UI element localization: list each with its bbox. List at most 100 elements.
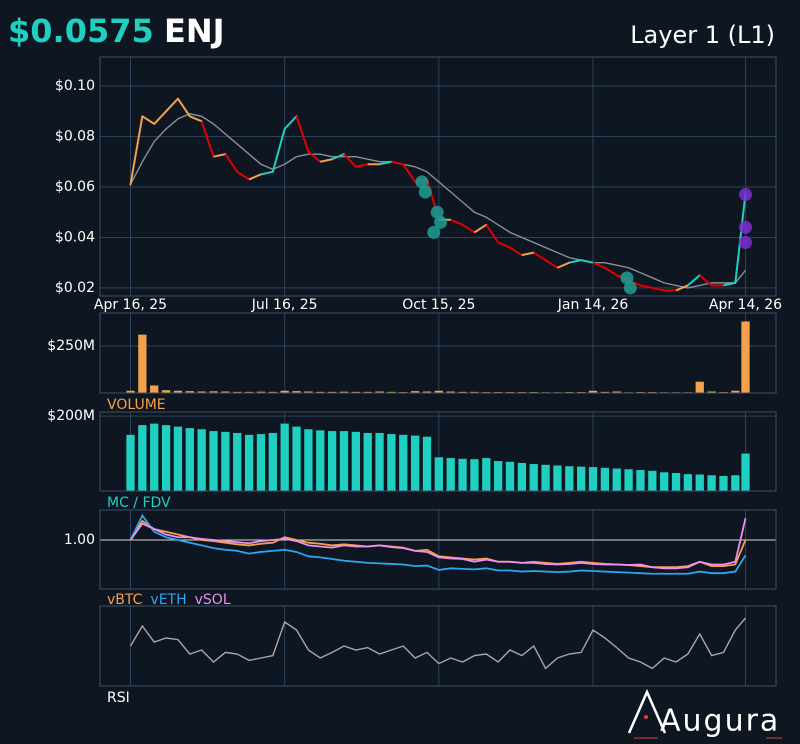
price-segment [153, 110, 167, 125]
bar [399, 434, 408, 491]
x-tick-label: Oct 15, 25 [402, 297, 475, 313]
price-segment [236, 170, 250, 181]
y-tick-label: $0.08 [55, 128, 95, 144]
x-tick-label: Apr 16, 25 [94, 297, 167, 313]
panel-label: RSI [107, 690, 130, 706]
bar [553, 465, 562, 491]
bar [731, 475, 740, 491]
bar [636, 470, 645, 491]
price-segment [652, 286, 665, 292]
logo: Augura [627, 688, 782, 739]
bar [363, 432, 372, 491]
panel [129, 606, 747, 686]
bar [351, 391, 360, 393]
bar [434, 457, 443, 491]
price-segment [200, 121, 215, 158]
bar [304, 429, 313, 491]
bar [280, 423, 289, 491]
bar [458, 458, 467, 491]
line [129, 519, 747, 569]
bar [351, 431, 360, 491]
bar [185, 391, 194, 393]
x-tick-label: Apr 14, 26 [709, 297, 782, 313]
line [129, 517, 747, 570]
panel-frame [99, 509, 777, 590]
price-segment [343, 153, 357, 168]
bar [316, 430, 325, 491]
bar [683, 474, 693, 491]
bar [339, 391, 349, 393]
x-tick-label: Jul 16, 25 [251, 297, 318, 313]
price-segment [213, 153, 226, 158]
signal-marker [434, 215, 448, 229]
bar [221, 431, 230, 491]
panel-frame [99, 605, 777, 687]
bar [233, 432, 242, 491]
bar [150, 423, 159, 491]
bar [671, 473, 681, 491]
panel [100, 57, 776, 296]
y-tick-label: $200M [47, 408, 95, 424]
price-segment [260, 170, 274, 176]
legend-entry: vSOL [195, 592, 231, 608]
price-segment [189, 115, 203, 123]
bar [660, 472, 669, 491]
price-segment [402, 163, 416, 183]
panel-frame [99, 411, 777, 492]
price-segment [640, 284, 653, 289]
bar [446, 391, 455, 393]
y-tick-label: $0.10 [55, 78, 95, 94]
signal-marker [739, 235, 753, 249]
signal-marker [620, 271, 634, 285]
bar [292, 391, 301, 393]
bar [197, 429, 206, 491]
price-segment [687, 274, 701, 287]
bar [470, 391, 479, 393]
price-segment [675, 284, 689, 292]
panel-label: VOLUME [107, 397, 166, 413]
bar [173, 390, 183, 393]
bar [292, 426, 301, 491]
signal-marker [430, 205, 444, 219]
bar [541, 464, 550, 491]
bar [161, 390, 171, 393]
price-segment [165, 97, 179, 112]
price-segment [604, 266, 618, 277]
price-segment [569, 259, 582, 264]
bar [233, 391, 242, 393]
price-segment [224, 153, 239, 173]
legend-entry: vBTC [107, 592, 143, 608]
bar [695, 474, 704, 491]
line [129, 113, 747, 289]
bar [648, 470, 657, 491]
y-tick-label: 1.00 [64, 532, 95, 548]
panel-label: MC / FDV [107, 495, 171, 511]
y-tick-label: $0.06 [55, 179, 95, 195]
price-segment [450, 218, 463, 226]
y-tick-label: $0.02 [55, 280, 95, 296]
bar [588, 390, 598, 393]
y-tick-label: $0.04 [55, 229, 95, 245]
price-segment [734, 193, 747, 283]
bar [244, 391, 254, 393]
bar [588, 467, 598, 491]
price-segment [473, 223, 487, 234]
bar [138, 334, 147, 393]
logo-text: Augura [660, 704, 780, 739]
bar [256, 391, 266, 393]
bar [529, 464, 538, 491]
bar [434, 390, 443, 393]
price-segment [331, 153, 345, 161]
signal-marker [418, 185, 432, 199]
bar [600, 467, 610, 491]
bar [244, 434, 254, 491]
bar [185, 428, 194, 491]
bar [612, 468, 621, 491]
bar [138, 425, 147, 491]
signal-marker [739, 220, 753, 234]
line [129, 513, 747, 575]
bar [600, 391, 610, 393]
bar [316, 391, 325, 393]
price-segment [248, 173, 262, 181]
bar [577, 466, 586, 491]
